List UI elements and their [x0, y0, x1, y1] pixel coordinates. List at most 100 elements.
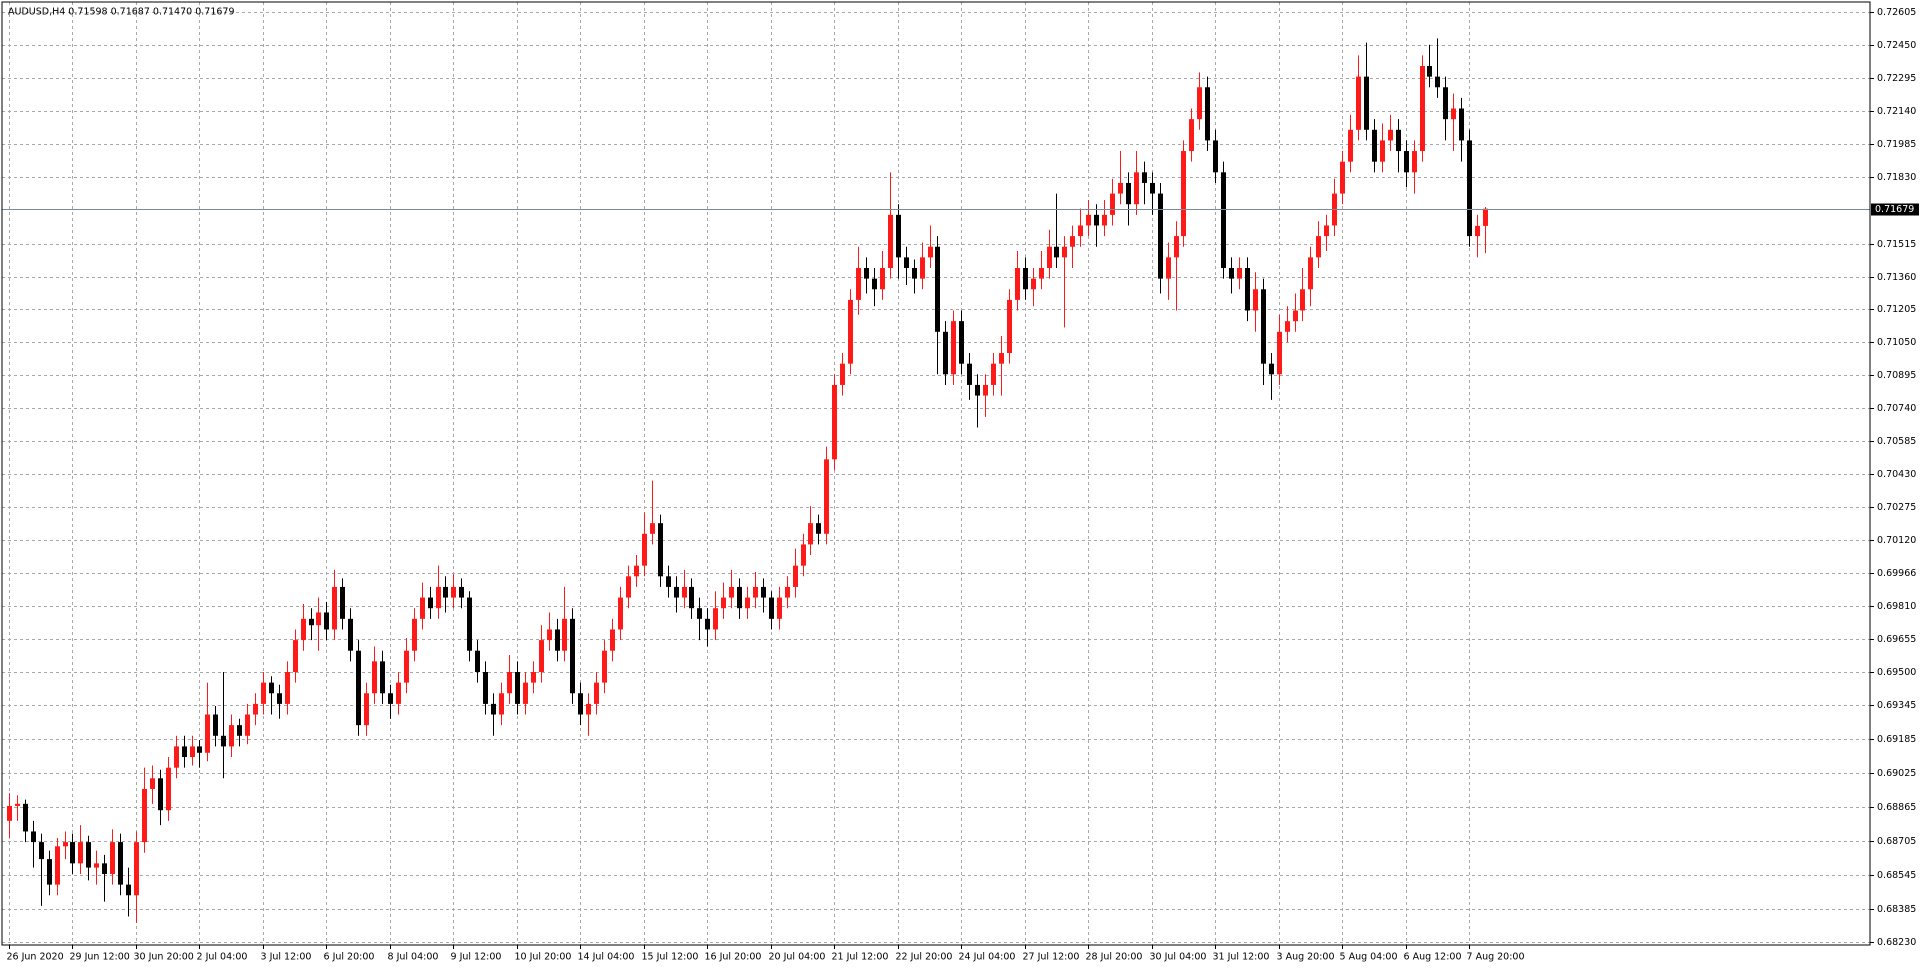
x-tick-label: 31 Jul 12:00 [1213, 952, 1270, 963]
candle-body [570, 618, 575, 694]
x-tick-label: 22 Jul 20:00 [896, 952, 953, 963]
candle-body [1261, 289, 1266, 364]
x-tick-label: 10 Jul 20:00 [515, 952, 572, 963]
candle-body [602, 650, 607, 683]
candle-body [229, 725, 234, 747]
y-tick-label: 0.70430 [1877, 469, 1916, 480]
candle-body [935, 246, 940, 332]
candle-body [269, 682, 274, 694]
x-tick-label: 6 Aug 12:00 [1404, 952, 1462, 963]
candle-body [824, 459, 829, 534]
candle-body [951, 321, 956, 375]
candle-body [1189, 119, 1194, 152]
chart-header: AUDUSD,H4 0.71598 0.71687 0.71470 0.7167… [8, 7, 235, 18]
candle-body [309, 618, 314, 626]
x-tick-label: 2 Jul 04:00 [197, 952, 248, 963]
candle-body [1039, 267, 1044, 279]
candle-body [1404, 151, 1409, 173]
x-tick-label: 5 Aug 04:00 [1340, 952, 1398, 963]
candle-body [1285, 321, 1290, 332]
candle-body [459, 586, 464, 598]
candle-body [967, 363, 972, 385]
candle-body [991, 363, 996, 385]
candle-body [1078, 225, 1083, 237]
candle-body [658, 523, 663, 577]
x-tick-label: 30 Jun 20:00 [134, 952, 194, 963]
candle-body [801, 544, 806, 566]
x-tick-label: 27 Jul 12:00 [1023, 952, 1080, 963]
candle-body [912, 267, 917, 279]
y-tick-label: 0.70585 [1877, 436, 1916, 447]
candle-body [118, 842, 123, 885]
candle-body [1356, 76, 1361, 130]
candle-body [134, 842, 139, 896]
candle-body [618, 597, 623, 630]
candle-body [451, 586, 456, 598]
candle-body [1237, 267, 1242, 279]
candle-body [1293, 310, 1298, 322]
candle-body [142, 788, 147, 843]
y-tick-label: 0.69185 [1877, 734, 1916, 745]
candle-body [1420, 66, 1425, 152]
y-tick-label: 0.68385 [1877, 904, 1916, 915]
candle-body [816, 523, 821, 534]
candle-body [634, 565, 639, 577]
candle-body [499, 693, 504, 715]
candle-body [705, 618, 710, 630]
current-price-box [1871, 203, 1919, 216]
y-tick-label: 0.70120 [1877, 535, 1916, 546]
candle-body [86, 842, 91, 868]
candle-body [1142, 172, 1147, 183]
candle-body [428, 597, 433, 609]
candle-body [1047, 246, 1052, 268]
y-tick-label: 0.71985 [1877, 139, 1916, 150]
candle-body [1174, 236, 1179, 258]
candle-body [23, 803, 28, 832]
candle-body [856, 267, 861, 300]
candle-body [761, 586, 766, 598]
candle-body [340, 586, 345, 619]
y-tick-label: 0.69500 [1877, 667, 1916, 678]
candle-body [245, 714, 250, 736]
x-tick-label: 29 Jun 12:00 [70, 952, 130, 963]
candle-body [126, 884, 131, 896]
candle-body [237, 725, 242, 736]
candle-body [1451, 108, 1456, 120]
candle-body [356, 650, 361, 726]
candle-body [467, 597, 472, 651]
candle-body [205, 714, 210, 753]
candle-body [610, 629, 615, 651]
candle-body [531, 671, 536, 683]
candle-body [412, 618, 417, 651]
candle-body [586, 703, 591, 715]
candle-body [721, 597, 726, 609]
candle-body [793, 565, 798, 587]
candle-body [1475, 225, 1480, 237]
candle-body [55, 846, 60, 885]
x-tick-label: 6 Jul 20:00 [324, 952, 375, 963]
candle-body [380, 661, 385, 694]
candle-body [1015, 267, 1020, 300]
candle-body [1197, 87, 1202, 120]
candle-body [483, 671, 488, 704]
candle-body [888, 214, 893, 268]
candle-body [221, 735, 226, 747]
x-tick-label: 9 Jul 12:00 [451, 952, 502, 963]
x-tick-label: 30 Jul 04:00 [1150, 952, 1207, 963]
x-tick-label: 7 Aug 20:00 [1467, 952, 1525, 963]
candle-body [1134, 172, 1139, 205]
candle-body [47, 859, 52, 885]
candle-body [555, 629, 560, 651]
y-tick-label: 0.70275 [1877, 502, 1916, 513]
candle-body [539, 640, 544, 672]
candle-body [1388, 129, 1393, 141]
x-tick-label: 14 Jul 04:00 [578, 952, 635, 963]
candle-body [1158, 193, 1163, 279]
candle-body [158, 778, 163, 811]
candle-body [1412, 151, 1417, 173]
candle-body [1300, 289, 1305, 311]
grid [2, 2, 1870, 945]
candle-body [7, 805, 12, 821]
